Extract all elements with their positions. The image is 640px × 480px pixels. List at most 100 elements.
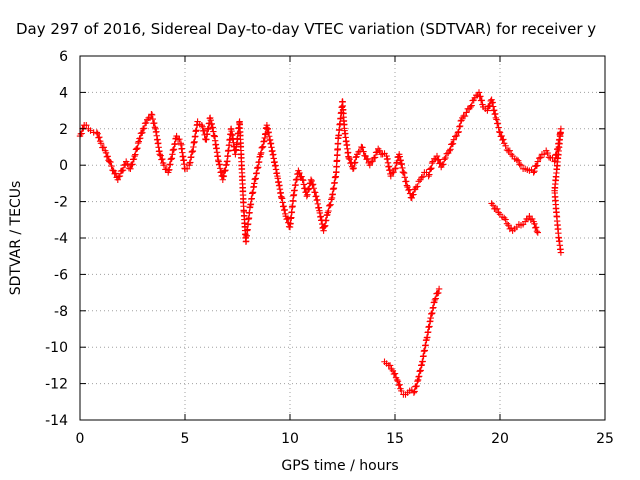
points-layer	[76, 89, 565, 398]
data-point-interp	[328, 196, 335, 203]
data-point	[148, 111, 155, 118]
data-point	[425, 172, 432, 180]
data-point-interp	[139, 129, 146, 136]
data-point-interp	[493, 116, 500, 123]
data-point-interp	[371, 154, 379, 161]
data-point-interp	[390, 168, 397, 176]
data-point-interp	[134, 139, 142, 147]
data-point-interp	[455, 128, 462, 136]
y-tick-label: -14	[45, 413, 68, 429]
data-point-interp	[508, 224, 515, 232]
data-point-interp	[308, 177, 315, 185]
data-point	[366, 162, 373, 169]
data-point	[303, 192, 310, 200]
data-point-interp	[296, 169, 303, 177]
data-point	[471, 94, 478, 102]
data-point	[127, 165, 134, 173]
data-point-interp	[309, 181, 317, 188]
data-point-interp	[400, 169, 408, 177]
data-point-interp	[351, 159, 358, 167]
data-point	[454, 129, 462, 136]
data-point	[198, 121, 205, 129]
data-point	[131, 152, 138, 160]
data-point-interp	[477, 93, 484, 100]
data-point-interp	[326, 202, 334, 209]
y-tick-label: 2	[59, 122, 68, 138]
data-point-interp	[495, 124, 502, 131]
data-point	[534, 229, 541, 236]
data-point-interp	[498, 132, 505, 140]
data-point-interp	[352, 154, 359, 161]
data-point	[387, 172, 394, 180]
data-point	[114, 176, 121, 183]
data-point	[429, 158, 436, 165]
data-point-interp	[531, 167, 538, 175]
data-point	[446, 147, 453, 154]
data-point-interp	[199, 123, 206, 130]
x-tick-label: 10	[281, 431, 299, 447]
data-point	[513, 156, 520, 163]
data-point-interp	[389, 169, 396, 176]
data-point	[505, 222, 512, 229]
data-point-interp	[369, 158, 376, 165]
data-point-interp	[415, 178, 422, 185]
data-point-interp	[259, 143, 267, 150]
data-point-interp	[300, 177, 307, 184]
data-point-interp	[396, 381, 403, 388]
data-point	[522, 218, 529, 225]
data-point-interp	[447, 146, 454, 153]
data-point-interp	[368, 158, 375, 166]
data-point-interp	[414, 183, 421, 190]
data-point	[257, 151, 264, 158]
data-point-interp	[457, 117, 464, 125]
data-point-interp	[441, 156, 448, 163]
y-tick-label: 4	[59, 85, 68, 101]
data-point-interp	[107, 158, 114, 166]
data-point	[517, 162, 525, 169]
data-point-interp	[468, 102, 475, 109]
x-tick-label: 15	[386, 431, 404, 447]
data-point-interp	[428, 165, 435, 172]
data-point	[431, 296, 439, 304]
data-point-interp	[502, 142, 509, 149]
y-tick-label: -12	[45, 377, 68, 393]
data-point	[412, 183, 420, 191]
data-point-interp	[403, 182, 411, 189]
data-point-interp	[119, 166, 127, 174]
data-point-interp	[151, 119, 158, 127]
data-point-interp	[411, 388, 418, 395]
data-point-interp	[435, 156, 442, 163]
data-point-interp	[435, 289, 442, 297]
data-point	[492, 114, 499, 122]
data-point-interp	[132, 146, 140, 153]
data-point-interp	[133, 145, 140, 153]
data-point-interp	[449, 140, 457, 147]
data-point-interp	[494, 120, 502, 127]
x-tick-label: 20	[491, 431, 509, 447]
data-point-interp	[456, 123, 463, 130]
data-point-interp	[96, 133, 103, 141]
data-point-interp	[531, 220, 538, 228]
data-point-interp	[350, 165, 357, 172]
data-point	[173, 132, 180, 140]
data-point-interp	[500, 136, 507, 143]
data-point	[349, 165, 357, 173]
data-point-interp	[453, 132, 460, 139]
data-point	[557, 249, 565, 256]
data-point-interp	[304, 191, 311, 198]
data-point-interp	[440, 161, 447, 168]
data-point-interp	[537, 154, 544, 161]
data-point-interp	[545, 154, 553, 161]
data-point-interp	[494, 205, 501, 213]
data-point-interp	[410, 191, 417, 198]
data-point-interp	[394, 378, 402, 385]
data-point-interp	[478, 97, 485, 104]
data-point-interp	[392, 165, 399, 172]
y-tick-label: -10	[45, 340, 68, 356]
data-point-interp	[300, 181, 307, 188]
data-point-interp	[426, 171, 433, 178]
plot-frame	[79, 55, 606, 421]
data-point-interp	[159, 155, 166, 163]
data-point-interp	[346, 156, 353, 163]
data-point	[135, 138, 142, 145]
